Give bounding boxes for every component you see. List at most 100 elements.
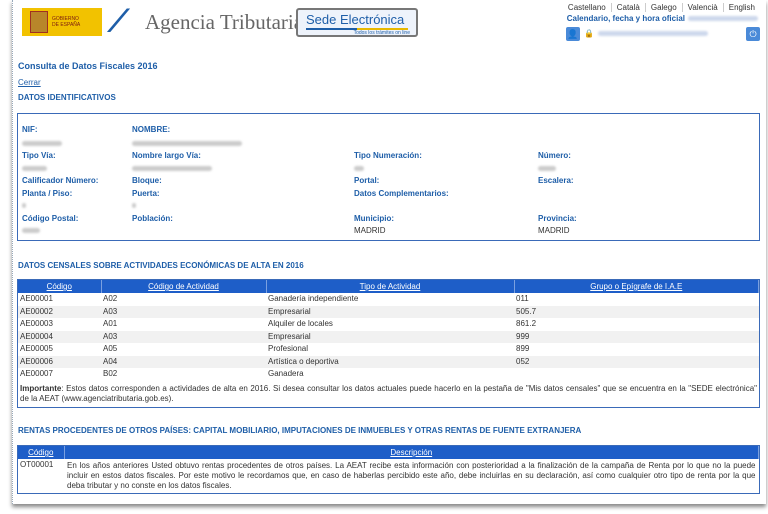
note-bold: Importante: [20, 383, 62, 393]
table-cell: Alquiler de locales: [268, 319, 333, 328]
cp-value: [22, 228, 40, 233]
calendar-link[interactable]: Calendario, fecha y hora oficial: [567, 14, 758, 23]
cp-label: Código Postal:: [22, 214, 79, 223]
sede-subtitle: Todos los trámites on line: [353, 30, 410, 36]
tipo-numeracion-value: [354, 166, 364, 171]
gov-logo-text: GOBIERNO DE ESPAÑA: [52, 16, 81, 28]
planta-value: [22, 203, 26, 208]
foreign-income-table: Código Descripción OT00001 En los años an…: [17, 445, 760, 494]
activities-table: Código Código de Actividad Tipo de Activ…: [17, 279, 760, 408]
nif-value: [22, 141, 62, 146]
language-selector: Castellano Català Galego Valencià Englis…: [563, 3, 760, 12]
table-row: AE00001 A02 Ganadería independiente 011: [18, 293, 759, 306]
table-row: AE00002 A03 Empresarial 505.7: [18, 305, 759, 318]
col-tipo-actividad[interactable]: Tipo de Actividad: [266, 280, 515, 293]
table-cell: AE00004: [18, 330, 101, 343]
table-cell: 052: [514, 355, 759, 368]
table-cell: 899: [516, 344, 530, 353]
lang-catala[interactable]: Català: [610, 3, 645, 12]
col-codigo[interactable]: Código: [18, 280, 102, 293]
table-cell: OT00001: [20, 460, 54, 469]
col-grupo-epigrafe[interactable]: Grupo o Epígrafe de I.A.E: [514, 280, 759, 293]
table-cell: Artística o deportiva: [266, 355, 514, 368]
nombre-value: [132, 141, 242, 146]
foreign-income-title: RENTAS PROCEDENTES DE OTROS PAÍSES: CAPI…: [18, 426, 582, 435]
table-cell: En los años anteriores Usted obtuvo rent…: [67, 461, 756, 490]
tipo-via-label: Tipo Vía:: [22, 151, 56, 160]
numero-label: Número:: [538, 151, 571, 160]
nombre-label: NOMBRE:: [132, 125, 171, 134]
provincia-value: MADRID: [538, 226, 570, 235]
tipo-numeracion-label: Tipo Numeración:: [354, 151, 422, 160]
table-cell: AE00006: [18, 355, 101, 368]
table-cell: 861.2: [516, 319, 537, 328]
table-cell: B02: [103, 369, 118, 378]
sede-electronica-logo[interactable]: Sede Electrónica Todos los trámites on li…: [296, 8, 418, 37]
bloque-label: Bloque:: [132, 176, 162, 185]
table-row: AE00005 A05 Profesional 899: [18, 343, 759, 356]
puerta-value: [132, 203, 136, 208]
table-cell: Ganadera: [268, 369, 304, 378]
planta-label: Planta / Piso:: [22, 189, 73, 198]
table-cell: A03: [101, 305, 266, 318]
table-cell: AE00002: [18, 305, 101, 318]
table-cell: A02: [103, 294, 118, 303]
provincia-label: Provincia:: [538, 214, 577, 223]
table-cell: Profesional: [268, 344, 309, 353]
table-row: AE00006 A04 Artística o deportiva 052: [18, 355, 759, 368]
table-cell: AE00005: [20, 344, 53, 353]
table-cell: 011: [516, 294, 529, 303]
lang-castellano[interactable]: Castellano: [567, 3, 606, 12]
col-descripcion[interactable]: Descripción: [64, 446, 759, 459]
user-icon[interactable]: 👤: [566, 26, 580, 41]
table-cell: AE00001: [20, 294, 53, 303]
tipo-via-value: [22, 166, 47, 171]
calendar-link-text[interactable]: Calendario, fecha y hora oficial: [566, 14, 685, 23]
calificador-label: Calificador Número:: [22, 176, 99, 185]
activities-note: Importante: Estos datos corresponden a a…: [18, 381, 759, 407]
puerta-label: Puerta:: [132, 189, 160, 198]
col-codigo[interactable]: Código: [18, 446, 65, 459]
note-text: : Estos datos corresponden a actividades…: [20, 383, 757, 403]
poblacion-label: Población:: [132, 214, 173, 223]
table-cell: A03: [101, 330, 266, 343]
table-cell: Empresarial: [266, 330, 514, 343]
lang-valencia[interactable]: Valencià: [681, 3, 723, 12]
sede-title: Sede Electrónica: [306, 12, 405, 27]
nombre-via-value: [132, 166, 212, 171]
identification-title: DATOS IDENTIFICATIVOS: [18, 93, 116, 102]
portal-label: Portal:: [354, 176, 380, 185]
table-row: AE00003 A01 Alquiler de locales 861.2: [18, 318, 759, 331]
complementarios-label: Datos Complementarios:: [354, 189, 449, 198]
lang-galego[interactable]: Galego: [644, 3, 682, 12]
gobierno-logo: GOBIERNO DE ESPAÑA: [22, 8, 102, 36]
page-title: Consulta de Datos Fiscales 2016: [18, 61, 158, 71]
logout-icon[interactable]: ⏻: [746, 26, 760, 41]
table-cell: AE00007: [20, 369, 53, 378]
table-cell: 505.7: [514, 305, 759, 318]
municipio-label: Municipio:: [354, 214, 394, 223]
nif-label: NIF:: [22, 125, 38, 134]
table-cell: Empresarial: [266, 305, 514, 318]
table-row: OT00001 En los años anteriores Usted obtu…: [18, 459, 759, 493]
nombre-via-label: Nombre largo Vía:: [132, 151, 201, 160]
table-cell: [514, 368, 759, 381]
close-link[interactable]: Cerrar: [18, 78, 41, 87]
table-row: AE00007 B02 Ganadera: [18, 368, 759, 381]
table-row: AE00004 A03 Empresarial 999: [18, 330, 759, 343]
user-name-blurred: [597, 31, 708, 36]
escalera-label: Escalera:: [538, 176, 574, 185]
table-cell: 999: [514, 330, 759, 343]
table-cell: Ganadería independiente: [268, 294, 359, 303]
identification-box: NIF: NOMBRE: Tipo Vía: Nombre largo Vía:…: [17, 113, 760, 241]
table-cell: A04: [101, 355, 266, 368]
municipio-value: MADRID: [354, 226, 386, 235]
lang-english[interactable]: English: [722, 3, 760, 12]
col-codigo-actividad[interactable]: Código de Actividad: [101, 280, 267, 293]
agency-name[interactable]: Agencia Tributaria: [145, 10, 304, 34]
table-cell: A01: [103, 319, 118, 328]
page: [12, 0, 766, 504]
agencia-logo-icon: ⟋: [108, 5, 129, 38]
numero-value: [538, 166, 556, 171]
table-cell: AE00003: [20, 319, 53, 328]
